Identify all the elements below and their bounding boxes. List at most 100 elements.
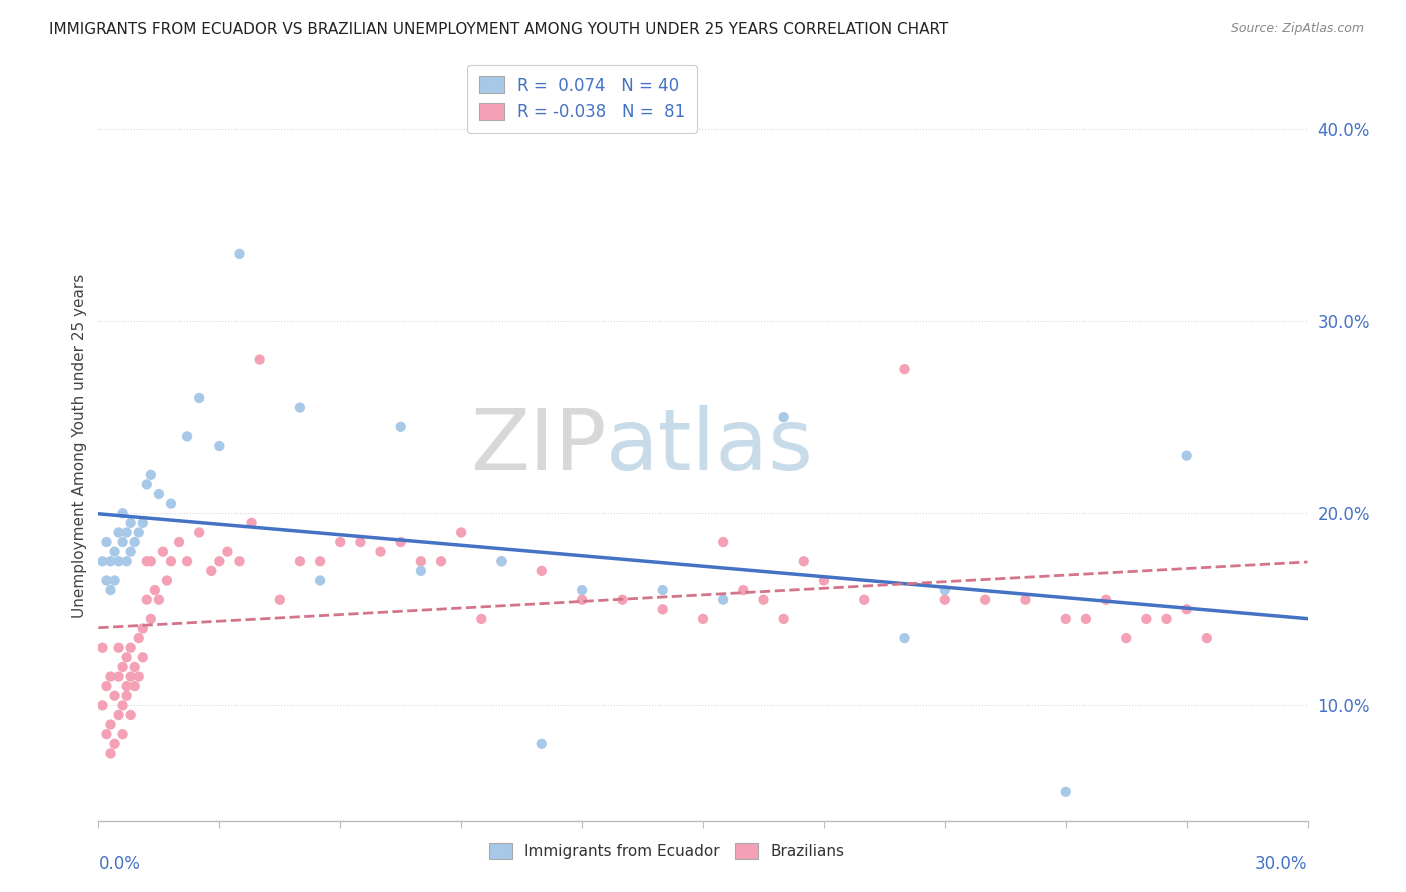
Point: [111, 660, 134, 674]
Point: [139, 612, 162, 626]
Point: [103, 737, 125, 751]
Point: [309, 574, 332, 588]
Point: [107, 525, 129, 540]
Point: [1014, 592, 1036, 607]
Point: [100, 669, 122, 683]
Point: [813, 574, 835, 588]
Text: Source: ZipAtlas.com: Source: ZipAtlas.com: [1230, 22, 1364, 36]
Point: [200, 564, 222, 578]
Point: [711, 592, 734, 607]
Point: [100, 717, 122, 731]
Point: [711, 535, 734, 549]
Point: [107, 640, 129, 655]
Point: [240, 516, 263, 530]
Point: [491, 554, 513, 568]
Point: [132, 516, 155, 530]
Point: [96, 574, 118, 588]
Point: [853, 592, 876, 607]
Point: [1135, 612, 1157, 626]
Point: [111, 727, 134, 741]
Point: [733, 583, 755, 598]
Point: [115, 554, 138, 568]
Point: [370, 544, 392, 558]
Point: [772, 612, 794, 626]
Point: [96, 727, 118, 741]
Point: [124, 660, 146, 674]
Point: [96, 535, 118, 549]
Point: [249, 352, 271, 367]
Point: [409, 554, 432, 568]
Point: [1195, 631, 1218, 645]
Point: [349, 535, 371, 549]
Point: [692, 612, 714, 626]
Point: [128, 669, 150, 683]
Point: [115, 525, 138, 540]
Point: [1175, 449, 1198, 463]
Point: [530, 564, 553, 578]
Point: [148, 487, 170, 501]
Point: [120, 640, 142, 655]
Point: [470, 612, 492, 626]
Point: [120, 669, 142, 683]
Point: [128, 525, 150, 540]
Text: atlas: atlas: [606, 404, 814, 488]
Point: [1156, 612, 1178, 626]
Point: [91, 640, 114, 655]
Point: [160, 554, 183, 568]
Point: [124, 679, 146, 693]
Point: [156, 574, 179, 588]
Point: [135, 554, 157, 568]
Point: [389, 419, 412, 434]
Point: [120, 708, 142, 723]
Point: [651, 602, 673, 616]
Point: [148, 592, 170, 607]
Point: [188, 391, 211, 405]
Point: [409, 564, 432, 578]
Point: [772, 410, 794, 425]
Point: [329, 535, 352, 549]
Point: [91, 698, 114, 713]
Point: [100, 747, 122, 761]
Point: [107, 708, 129, 723]
Point: [530, 737, 553, 751]
Point: [135, 477, 157, 491]
Point: [1054, 785, 1077, 799]
Point: [124, 535, 146, 549]
Point: [115, 679, 138, 693]
Point: [115, 689, 138, 703]
Point: [309, 554, 332, 568]
Point: [288, 554, 311, 568]
Legend: Immigrants from Ecuador, Brazilians: Immigrants from Ecuador, Brazilians: [484, 838, 851, 865]
Text: 0.0%: 0.0%: [98, 855, 141, 873]
Point: [752, 592, 775, 607]
Point: [450, 525, 472, 540]
Point: [103, 574, 125, 588]
Text: 30.0%: 30.0%: [1256, 855, 1308, 873]
Point: [152, 544, 174, 558]
Point: [96, 679, 118, 693]
Point: [974, 592, 997, 607]
Point: [139, 467, 162, 482]
Point: [132, 622, 155, 636]
Point: [491, 554, 513, 568]
Text: ZIP: ZIP: [470, 404, 606, 488]
Point: [135, 592, 157, 607]
Point: [128, 631, 150, 645]
Point: [91, 554, 114, 568]
Point: [571, 583, 593, 598]
Point: [651, 583, 673, 598]
Point: [893, 362, 915, 376]
Point: [228, 247, 250, 261]
Point: [132, 650, 155, 665]
Point: [1054, 612, 1077, 626]
Point: [1074, 612, 1097, 626]
Point: [111, 506, 134, 520]
Point: [120, 544, 142, 558]
Point: [139, 554, 162, 568]
Point: [208, 554, 231, 568]
Point: [893, 631, 915, 645]
Text: IMMIGRANTS FROM ECUADOR VS BRAZILIAN UNEMPLOYMENT AMONG YOUTH UNDER 25 YEARS COR: IMMIGRANTS FROM ECUADOR VS BRAZILIAN UNE…: [49, 22, 949, 37]
Point: [160, 497, 183, 511]
Point: [1115, 631, 1137, 645]
Point: [176, 554, 198, 568]
